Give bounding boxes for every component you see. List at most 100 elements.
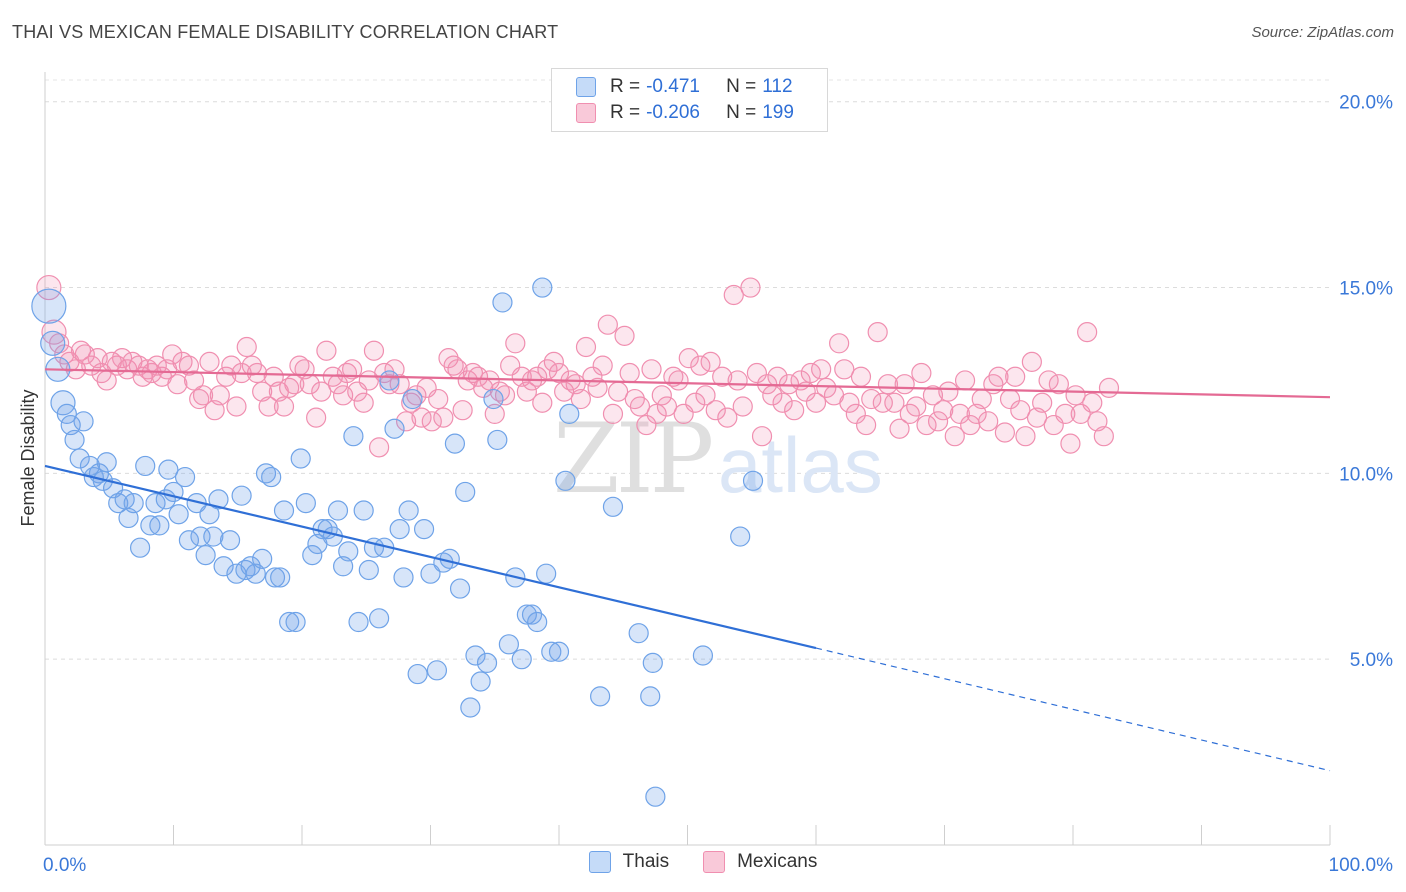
thai-point [389, 519, 410, 540]
mexican-point [1087, 411, 1108, 432]
thai-point [692, 645, 714, 666]
legend-label-mexicans: Mexicans [737, 851, 818, 872]
thai-point [465, 645, 486, 666]
mexican-point [226, 396, 247, 417]
thai-point [129, 537, 151, 558]
mexican-point [511, 366, 532, 387]
mexican-point [467, 366, 489, 387]
mexican-point [1048, 374, 1069, 395]
mexican-point [484, 403, 505, 425]
mexican-point [1032, 392, 1053, 413]
mexican-point [216, 366, 237, 387]
thai-point [487, 429, 508, 451]
mexican-point [532, 392, 553, 413]
mexican-point [1082, 392, 1103, 413]
mexicans-legend-swatch [703, 851, 726, 873]
r-label: R = [610, 76, 641, 97]
thai-point [135, 455, 156, 477]
thai-point [31, 288, 67, 324]
mexican-point [1021, 351, 1042, 372]
mexican-point [906, 396, 927, 417]
mexican-point [850, 366, 872, 387]
thai-point [642, 652, 663, 673]
thai-point [69, 448, 90, 469]
thai-point [231, 485, 252, 506]
mexican-point [646, 403, 667, 425]
series-legend: Thais Mexicans [0, 851, 1406, 873]
mexican-point [861, 388, 882, 410]
mexican-point [839, 392, 860, 413]
mexican-point [717, 407, 738, 428]
mexican-point [944, 426, 965, 447]
thai-point [516, 604, 537, 625]
thai-point [358, 559, 379, 581]
thais-trend-line [44, 464, 817, 650]
mexican-point [192, 385, 214, 406]
thai-point [261, 466, 282, 488]
mexican-point [746, 362, 767, 384]
thai-point [426, 660, 448, 681]
axes [44, 72, 1331, 846]
mexican-point [641, 359, 662, 380]
mexican-point [252, 381, 273, 402]
mexican-point [111, 348, 133, 369]
thai-point [541, 641, 562, 662]
mexican-point [395, 411, 417, 432]
mexican-point [916, 414, 937, 436]
mexican-point [1093, 426, 1114, 447]
data-points [31, 274, 1120, 807]
thai-point [273, 500, 295, 521]
mexican-point [732, 396, 753, 417]
mexican-point [602, 403, 624, 425]
mexican-point [678, 348, 699, 369]
mexican-point [209, 385, 230, 406]
mexican-point [894, 374, 915, 395]
thai-point [327, 500, 349, 521]
mexican-point [723, 284, 744, 306]
mexican-point [651, 385, 672, 406]
thai-point [333, 556, 354, 577]
mexican-point [1010, 400, 1031, 421]
mexican-point [592, 355, 613, 376]
thai-point [338, 541, 359, 562]
mexican-point [554, 381, 575, 402]
mexicans-swatch [576, 103, 596, 123]
thai-point [379, 370, 400, 391]
mexican-point [1005, 366, 1026, 387]
thai-point [264, 567, 286, 588]
mexican-point [363, 340, 385, 361]
mexican-point [236, 336, 257, 358]
thai-point [548, 641, 570, 662]
thai-point [96, 452, 117, 473]
thai-point [252, 548, 273, 569]
thai-point [640, 686, 661, 707]
mexican-point [316, 340, 337, 361]
thai-point [40, 330, 66, 356]
mexican-point [751, 426, 773, 447]
thai-point [527, 611, 548, 633]
thai-point [145, 492, 166, 514]
thai-point [590, 686, 611, 707]
mexican-point [369, 437, 390, 458]
mexican-point [829, 333, 850, 354]
chart-title: THAI VS MEXICAN FEMALE DISABILITY CORREL… [12, 22, 559, 42]
mexican-point [772, 392, 793, 413]
mexican-point [570, 388, 591, 410]
thai-point [402, 388, 423, 410]
mexican-point [1055, 403, 1076, 425]
thai-point [393, 567, 414, 588]
thai-point [56, 403, 77, 425]
thai-point [348, 611, 369, 633]
thai-point [203, 526, 224, 547]
y-tick-label: 10.0% [1339, 464, 1393, 485]
mexican-point [428, 388, 449, 410]
thai-point [645, 786, 666, 807]
mexican-point [1026, 407, 1048, 428]
thai-point [168, 504, 189, 525]
mexican-point [1077, 322, 1098, 343]
mexican-point [74, 344, 95, 365]
thai-point [369, 608, 390, 629]
mexican-point [629, 396, 651, 417]
thai-point [343, 426, 364, 447]
